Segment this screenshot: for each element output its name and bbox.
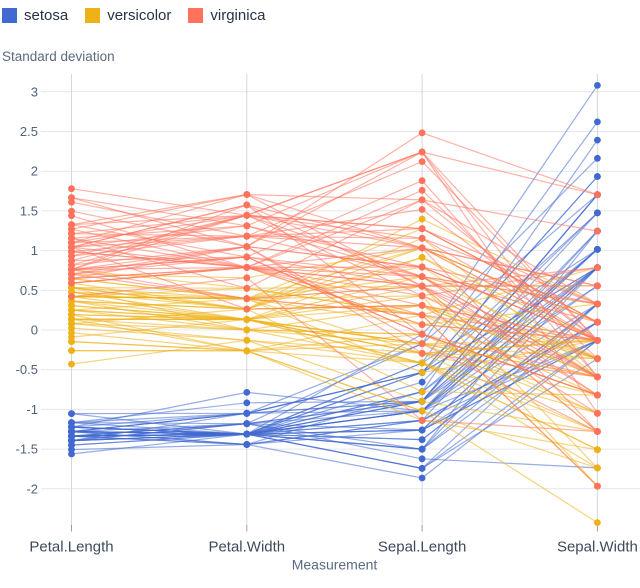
y-tick-label: 1.5 [20, 203, 38, 218]
y-tick-label: 3 [31, 84, 38, 99]
x-axis-title: Measurement [292, 557, 378, 573]
series-virginica-points [68, 129, 601, 490]
x-category-label: Petal.Width [208, 539, 285, 556]
legend-item-setosa[interactable]: setosa [2, 8, 68, 23]
legend-item-label: setosa [24, 7, 69, 24]
y-tick-label: -1 [26, 402, 38, 417]
y-axis-title: Standard deviation [2, 49, 115, 64]
y-tick-label: 0 [31, 323, 38, 338]
y-tick-label: -1.5 [16, 442, 38, 457]
x-category-label: Sepal.Length [378, 539, 466, 556]
legend-item-label: versicolor [107, 7, 172, 24]
data-lines-layer [71, 85, 598, 524]
legend-item-virginica[interactable]: virginica [188, 8, 265, 23]
y-tick-label: 1 [31, 243, 38, 258]
y-tick-label: 0.5 [20, 283, 38, 298]
series-virginica-lines [71, 132, 598, 487]
data-points-layer [68, 82, 601, 526]
legend-item-versicolor[interactable]: versicolor [85, 8, 171, 23]
y-tick-labels: 3 2.5 2 1.5 1 0.5 0 -0.5 -1 -1.5 -2 [16, 84, 38, 496]
y-tick-label: 2.5 [20, 124, 38, 139]
chart-legend: setosa versicolor virginica [2, 8, 265, 23]
legend-swatch-icon [85, 8, 101, 23]
y-tick-label: 2 [31, 164, 38, 179]
x-category-label: Sepal.Width [557, 539, 638, 556]
legend-item-label: virginica [210, 7, 266, 24]
legend-swatch-icon [188, 8, 204, 23]
y-tick-label: -2 [26, 481, 38, 496]
legend-swatch-icon [2, 8, 17, 23]
y-tick-label: -0.5 [16, 362, 38, 377]
x-category-label: Petal.Length [29, 539, 113, 556]
x-category-labels: Petal.Length Petal.Width Sepal.Length Sepal… [29, 539, 637, 556]
